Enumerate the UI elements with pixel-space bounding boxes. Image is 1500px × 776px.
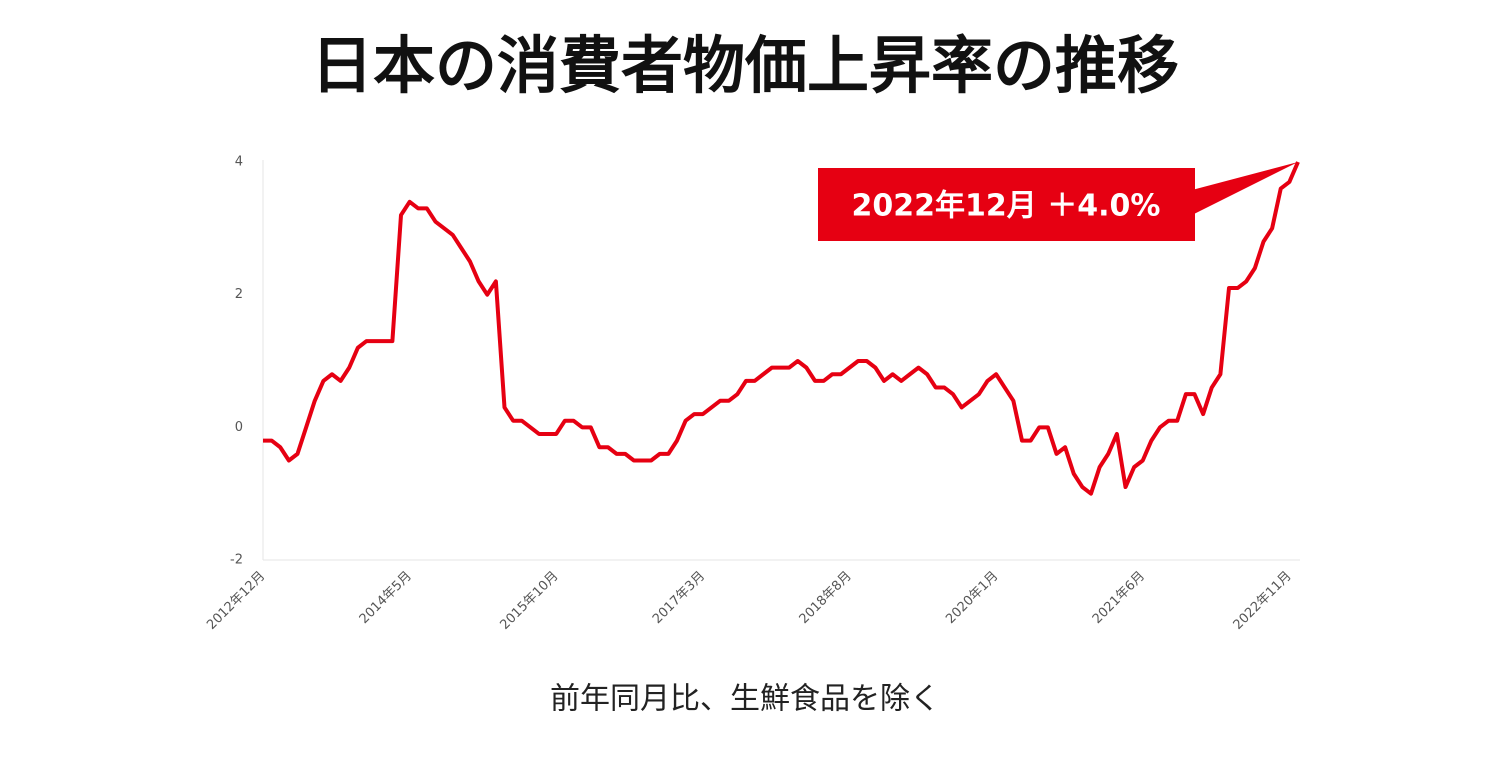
y-tick-label: 0	[235, 420, 243, 435]
x-tick-label: 2017年3月	[650, 569, 708, 627]
data-line	[263, 161, 1300, 496]
x-tick-label: 2020年1月	[943, 569, 1001, 627]
y-tick-label: 2	[235, 287, 243, 302]
x-tick-label: 2015年10月	[497, 569, 561, 633]
x-tick-label: 2018年8月	[797, 569, 855, 627]
y-tick-label: -2	[230, 553, 243, 568]
callout-box	[818, 168, 1195, 241]
chart-title: 日本の消費者物価上昇率の推移	[311, 29, 1179, 102]
x-tick-label: 2021年6月	[1090, 569, 1148, 627]
x-tick-label: 2022年11月	[1231, 569, 1295, 633]
x-tick-label: 2012年12月	[204, 569, 268, 633]
chart-subtitle: 前年同月比、生鮮食品を除く	[550, 682, 940, 717]
y-tick-label: 4	[235, 155, 243, 170]
annotation: 2022年12月 ＋4.0%	[852, 189, 1161, 224]
x-tick-label: 2014年5月	[357, 569, 415, 627]
callout-pointer	[1192, 162, 1298, 215]
